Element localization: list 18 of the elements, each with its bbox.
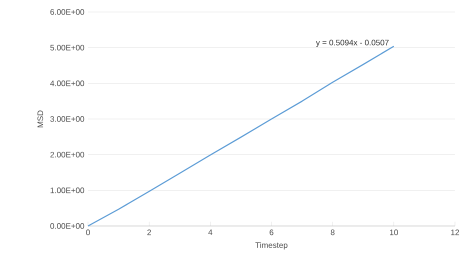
x-tick-label: 10 xyxy=(390,230,398,236)
x-tick-label: 12 xyxy=(451,230,460,236)
x-tick-label: 2 xyxy=(147,230,151,236)
x-tick-label: 6 xyxy=(270,230,274,236)
y-tick-label: 6.00E+00 xyxy=(50,9,84,15)
y-tick-label: 0.00E+00 xyxy=(50,223,84,229)
annotation: y = 0.5094x - 0.0507 xyxy=(316,40,389,47)
x-tick-label: 8 xyxy=(330,230,335,236)
y-tick-label: 3.00E+00 xyxy=(50,116,84,122)
line-series xyxy=(87,46,394,227)
y-tick-label: 5.00E+00 xyxy=(50,44,84,50)
y-axis-title: MSD xyxy=(37,110,44,128)
x-tick-label: 0 xyxy=(86,230,90,236)
x-axis-title: Timestep xyxy=(255,242,288,250)
y-tick-label: 4.00E+00 xyxy=(50,80,84,86)
y-tick-label: 1.00E+00 xyxy=(50,188,84,194)
y-tick-label: 2.00E+00 xyxy=(50,152,84,158)
x-tick-label: 4 xyxy=(208,230,212,236)
